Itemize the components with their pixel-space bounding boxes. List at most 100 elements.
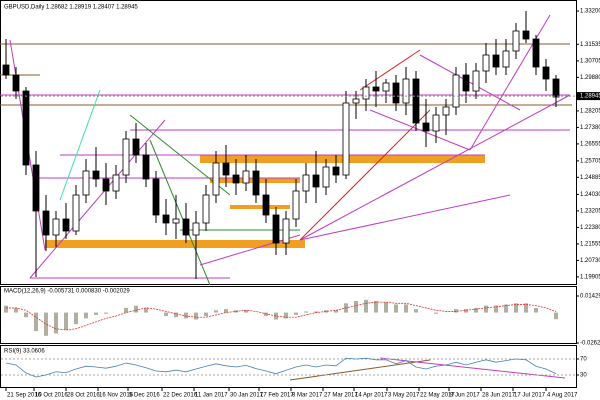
x-tick-label: 5 Dec 2016 [129, 393, 160, 399]
trend-line [369, 109, 471, 151]
candle-body [282, 218, 290, 244]
trend-line [299, 94, 571, 241]
candle-body [292, 190, 300, 220]
trend-line [469, 14, 551, 151]
candle-body [272, 214, 280, 244]
macd-bar [494, 305, 498, 313]
rsi-line [5, 357, 557, 378]
zone [200, 155, 485, 163]
macd-bar [14, 307, 18, 313]
candle-body [202, 194, 210, 224]
macd-bar [104, 312, 108, 314]
candle-body [172, 218, 180, 224]
y-tick-label: -0.026237 [580, 341, 600, 347]
macd-bar [434, 312, 438, 314]
macd-bar [334, 310, 338, 313]
y-tick-label: 1.28205 [580, 108, 600, 114]
candle-body [2, 64, 10, 76]
candle-body [422, 122, 430, 132]
x-tick-label: 16 Nov 2016 [99, 393, 134, 399]
macd-panel-frame [0, 286, 577, 344]
candle-body [492, 54, 500, 68]
x-tick-label: 22 Dec 2016 [163, 393, 198, 399]
candle-body [82, 170, 90, 196]
macd-bar [274, 312, 278, 320]
candle-body [302, 174, 310, 192]
macd-bar [94, 312, 98, 315]
macd-bar [204, 312, 208, 317]
y-tick-label: 1.20730 [580, 258, 600, 264]
trend-line [359, 49, 421, 91]
y-tick-label: 70 [580, 357, 587, 363]
y-tick-label: 1.21555 [580, 241, 600, 247]
candle-body [512, 30, 520, 52]
y-tick-label: 1.22380 [580, 225, 600, 231]
candle-body [152, 178, 160, 216]
y-tick-label: 1.30705 [580, 58, 600, 64]
macd-bar [144, 307, 148, 313]
x-tick-label: 28 Oct 2016 [67, 393, 100, 399]
trend-line [299, 109, 431, 241]
x-tick-label: 11 Jan 2017 [195, 393, 228, 399]
macd-bar [84, 312, 88, 319]
candle-body [372, 86, 380, 92]
x-tick-label: 8 Mar 2017 [292, 393, 323, 399]
candle-body [232, 174, 240, 184]
macd-bar [134, 305, 138, 313]
x-tick-label: 10 Oct 2016 [35, 393, 68, 399]
x-tick-label: 3 May 2017 [388, 393, 420, 399]
candle-body [412, 78, 420, 124]
candle-body [142, 154, 150, 180]
y-tick-label: 1.19905 [580, 274, 600, 280]
macd-bar [44, 312, 48, 336]
candle-body [322, 166, 330, 188]
rsi-trend-line [289, 359, 431, 381]
chart-title: GBPUSD,Daily 1.28682 1.28919 1.28407 1.2… [4, 5, 138, 11]
candle-body [62, 218, 70, 232]
macd-bar [304, 311, 308, 313]
price-panel-frame [0, 0, 577, 285]
candle-body [532, 38, 540, 68]
macd-bar [384, 302, 388, 313]
macd-bar [4, 305, 8, 313]
x-tick-label: 17 Jul 2017 [514, 393, 546, 399]
macd-bar [454, 309, 458, 313]
macd-bar [504, 304, 508, 313]
macd-bar [124, 307, 128, 313]
macd-bar [524, 303, 528, 313]
rsi-title: RSI(9) 33.0606 [4, 349, 45, 355]
candle-body [12, 74, 20, 92]
macd-bar [294, 312, 298, 315]
candle-body [312, 174, 320, 188]
macd-bar [464, 309, 468, 313]
macd-bar [414, 309, 418, 313]
macd-bar [244, 310, 248, 313]
candle-body [522, 30, 530, 40]
candle-body [542, 66, 550, 80]
macd-bar [534, 307, 538, 313]
macd-bar [484, 305, 488, 313]
macd-bar [404, 304, 408, 313]
y-tick-label: 1.24885 [580, 175, 600, 181]
y-tick-label: 1.27380 [580, 125, 600, 131]
y-tick-label: 1.26555 [580, 141, 600, 147]
candle-body [92, 170, 100, 180]
candle-body [122, 138, 130, 176]
macd-bar [394, 304, 398, 313]
candle-body [252, 170, 260, 196]
macd-bar [314, 311, 318, 313]
candle-body [352, 98, 360, 104]
candle-body [192, 222, 200, 236]
candle-body [132, 138, 140, 156]
x-tick-label: 28 Jun 2017 [482, 393, 516, 399]
candle-body [432, 114, 440, 132]
candle-body [482, 54, 490, 72]
macd-bar [354, 300, 358, 313]
macd-bar [364, 299, 368, 313]
candle-body [212, 162, 220, 196]
macd-bar [54, 312, 58, 334]
macd-title: MACD(12,26,9) -0.005731 0.000830 -0.0020… [4, 289, 130, 295]
macd-signal [6, 301, 557, 331]
zone [230, 205, 290, 209]
